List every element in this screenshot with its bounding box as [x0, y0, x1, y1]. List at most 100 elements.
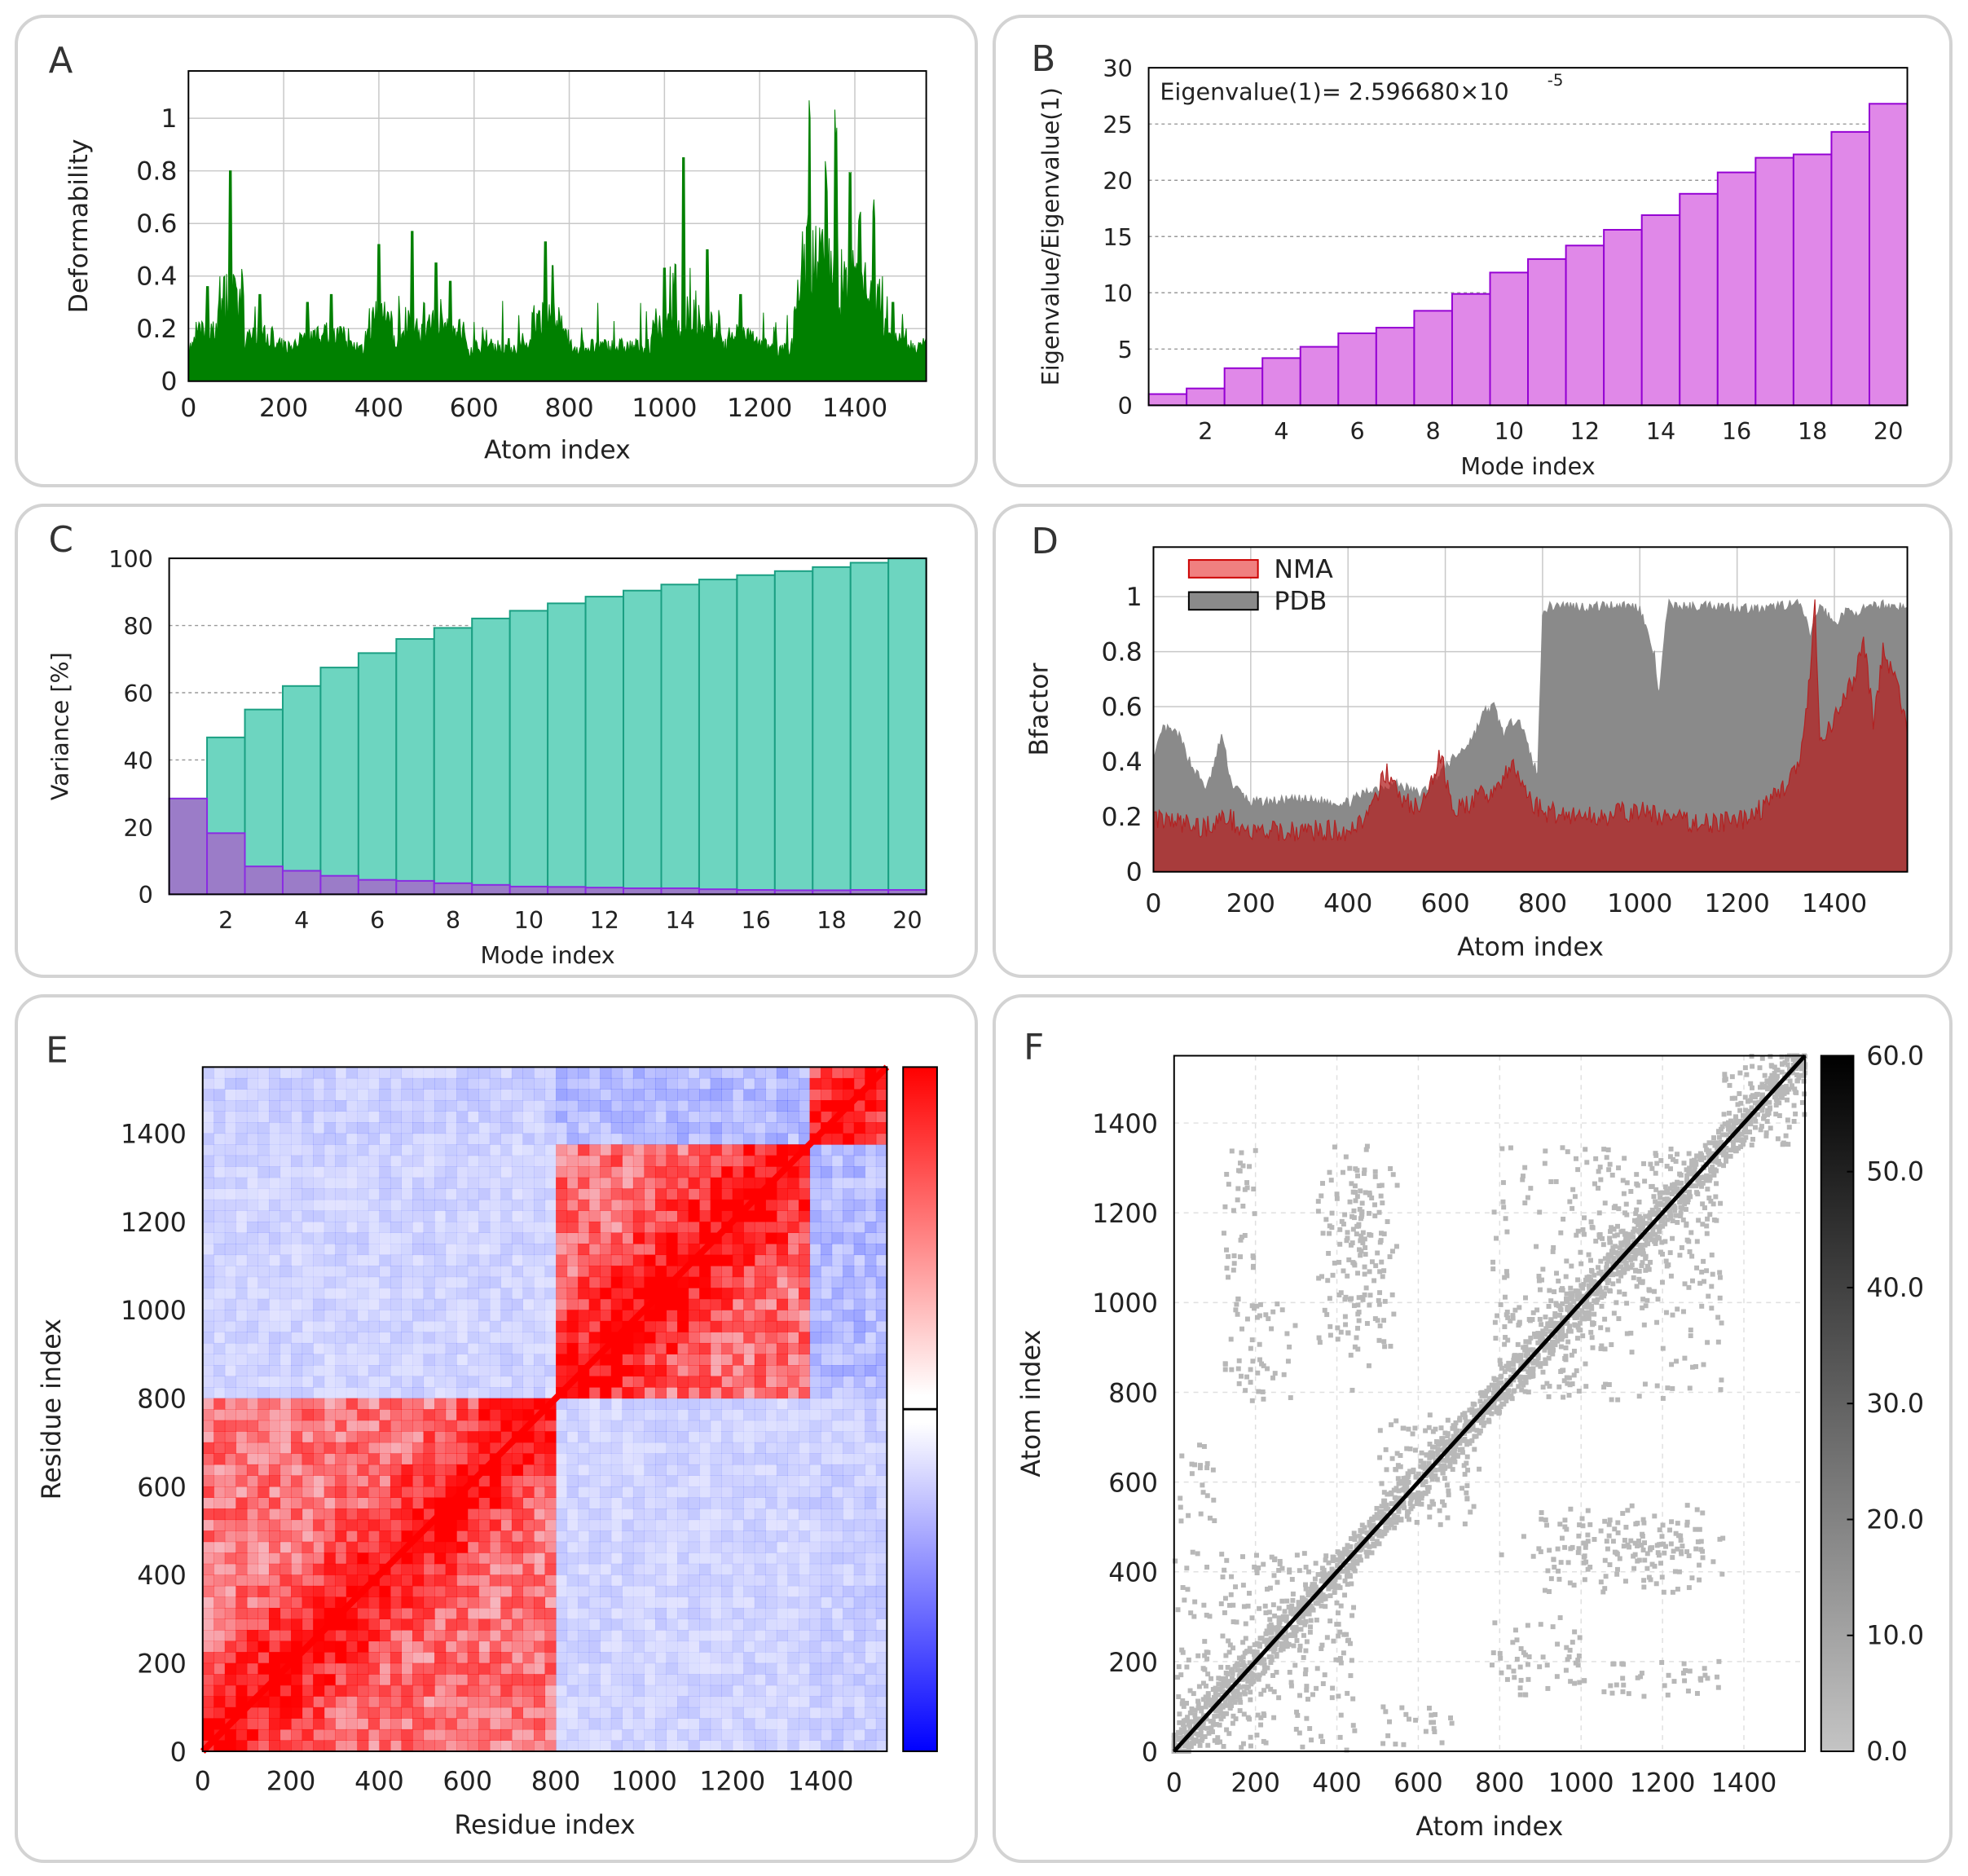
- heatmap-cell: [743, 1497, 755, 1509]
- heatmap-cell: [600, 1464, 612, 1476]
- heatmap-cell: [368, 1276, 380, 1288]
- heatmap-cell: [809, 1244, 821, 1256]
- heatmap-cell: [622, 1342, 634, 1354]
- heatmap-cell: [511, 1706, 523, 1719]
- contact-point: [1499, 1365, 1504, 1371]
- contact-point: [1327, 1169, 1332, 1175]
- heatmap-cell: [610, 1728, 623, 1741]
- contact-point: [1595, 1297, 1600, 1302]
- heatmap-cell: [732, 1519, 744, 1531]
- heatmap-cell: [732, 1232, 744, 1244]
- heatmap-cell: [511, 1574, 523, 1587]
- heatmap-cell: [821, 1486, 833, 1499]
- heatmap-cell: [390, 1541, 402, 1553]
- contact-point: [1218, 1676, 1224, 1681]
- heatmap-cell: [324, 1706, 336, 1719]
- heatmap-cell: [654, 1376, 667, 1388]
- heatmap-cell: [534, 1607, 546, 1619]
- heatmap-cell: [489, 1199, 501, 1211]
- heatmap-cell: [302, 1674, 314, 1686]
- heatmap-cell: [710, 1409, 722, 1421]
- heatmap-cell: [821, 1508, 833, 1521]
- contact-point: [1324, 1312, 1330, 1318]
- heatmap-cell: [202, 1486, 214, 1499]
- heatmap-cell: [600, 1519, 612, 1531]
- heatmap-cell: [644, 1288, 656, 1300]
- heatmap-cell: [335, 1122, 347, 1134]
- y-tick-label: 1: [161, 104, 177, 134]
- heatmap-cell: [556, 1122, 568, 1134]
- heatmap-cell: [500, 1630, 513, 1642]
- heatmap-cell: [258, 1530, 270, 1543]
- contact-point: [1187, 1688, 1193, 1693]
- heatmap-cell: [522, 1453, 535, 1465]
- heatmap-cell: [214, 1674, 226, 1686]
- heatmap-cell: [202, 1640, 214, 1653]
- heatmap-cell: [787, 1089, 799, 1101]
- contact-point: [1688, 1230, 1694, 1235]
- heatmap-cell: [632, 1232, 645, 1244]
- heatmap-cell: [401, 1232, 413, 1244]
- heatmap-cell: [677, 1298, 689, 1310]
- heatmap-cell: [478, 1728, 491, 1741]
- heatmap-cell: [246, 1728, 258, 1741]
- heatmap-cell: [467, 1541, 479, 1553]
- heatmap-cell: [865, 1684, 877, 1697]
- heatmap-cell: [202, 1276, 214, 1288]
- contact-point: [1322, 1307, 1327, 1313]
- heatmap-cell: [412, 1342, 425, 1354]
- heatmap-cell: [346, 1210, 358, 1222]
- heatmap-cell: [721, 1596, 733, 1609]
- contact-point: [1305, 1697, 1310, 1702]
- heatmap-cell: [511, 1320, 523, 1332]
- heatmap-cell: [654, 1342, 667, 1354]
- contact-point: [1269, 1554, 1275, 1560]
- heatmap-cell: [302, 1342, 314, 1354]
- heatmap-cell: [335, 1266, 347, 1278]
- heatmap-cell: [445, 1662, 457, 1675]
- heatmap-cell: [522, 1166, 535, 1178]
- heatmap-cell: [258, 1089, 270, 1101]
- contact-point: [1684, 1549, 1690, 1555]
- individual-variance-bar: [168, 797, 209, 896]
- heatmap-cell: [224, 1475, 236, 1487]
- y-tick-label: 0.2: [1101, 803, 1142, 832]
- heatmap-cell: [831, 1596, 843, 1609]
- heatmap-cell: [787, 1332, 799, 1344]
- heatmap-cell: [544, 1630, 557, 1642]
- heatmap-cell: [754, 1122, 766, 1134]
- heatmap-cell: [390, 1387, 402, 1399]
- heatmap-cell: [291, 1276, 303, 1288]
- heatmap-cell: [644, 1486, 656, 1499]
- heatmap-cell: [765, 1652, 777, 1664]
- heatmap-cell: [456, 1398, 469, 1410]
- heatmap-cell: [853, 1618, 865, 1631]
- contact-point: [1210, 1722, 1216, 1728]
- heatmap-cell: [632, 1519, 645, 1531]
- heatmap-cell: [821, 1099, 833, 1112]
- heatmap-cell: [610, 1221, 623, 1233]
- heatmap-cell: [522, 1067, 535, 1079]
- heatmap-cell: [799, 1177, 811, 1189]
- contact-point: [1247, 1591, 1252, 1596]
- heatmap-cell: [302, 1652, 314, 1664]
- contact-point: [1211, 1497, 1217, 1503]
- heatmap-cell: [500, 1077, 513, 1090]
- heatmap-cell: [677, 1519, 689, 1531]
- heatmap-cell: [412, 1706, 425, 1719]
- heatmap-cell: [268, 1077, 281, 1090]
- heatmap-cell: [710, 1089, 722, 1101]
- contact-point: [1653, 1187, 1659, 1192]
- heatmap-cell: [566, 1254, 579, 1266]
- heatmap-cell: [699, 1376, 711, 1388]
- heatmap-cell: [467, 1464, 479, 1476]
- heatmap-cell: [544, 1077, 557, 1090]
- heatmap-cell: [258, 1122, 270, 1134]
- heatmap-cell: [445, 1718, 457, 1730]
- contact-point: [1210, 1719, 1216, 1724]
- contact-point: [1791, 1119, 1797, 1124]
- heatmap-cell: [214, 1332, 226, 1344]
- heatmap-cell: [853, 1497, 865, 1509]
- heatmap-cell: [324, 1674, 336, 1686]
- heatmap-cell: [313, 1453, 325, 1465]
